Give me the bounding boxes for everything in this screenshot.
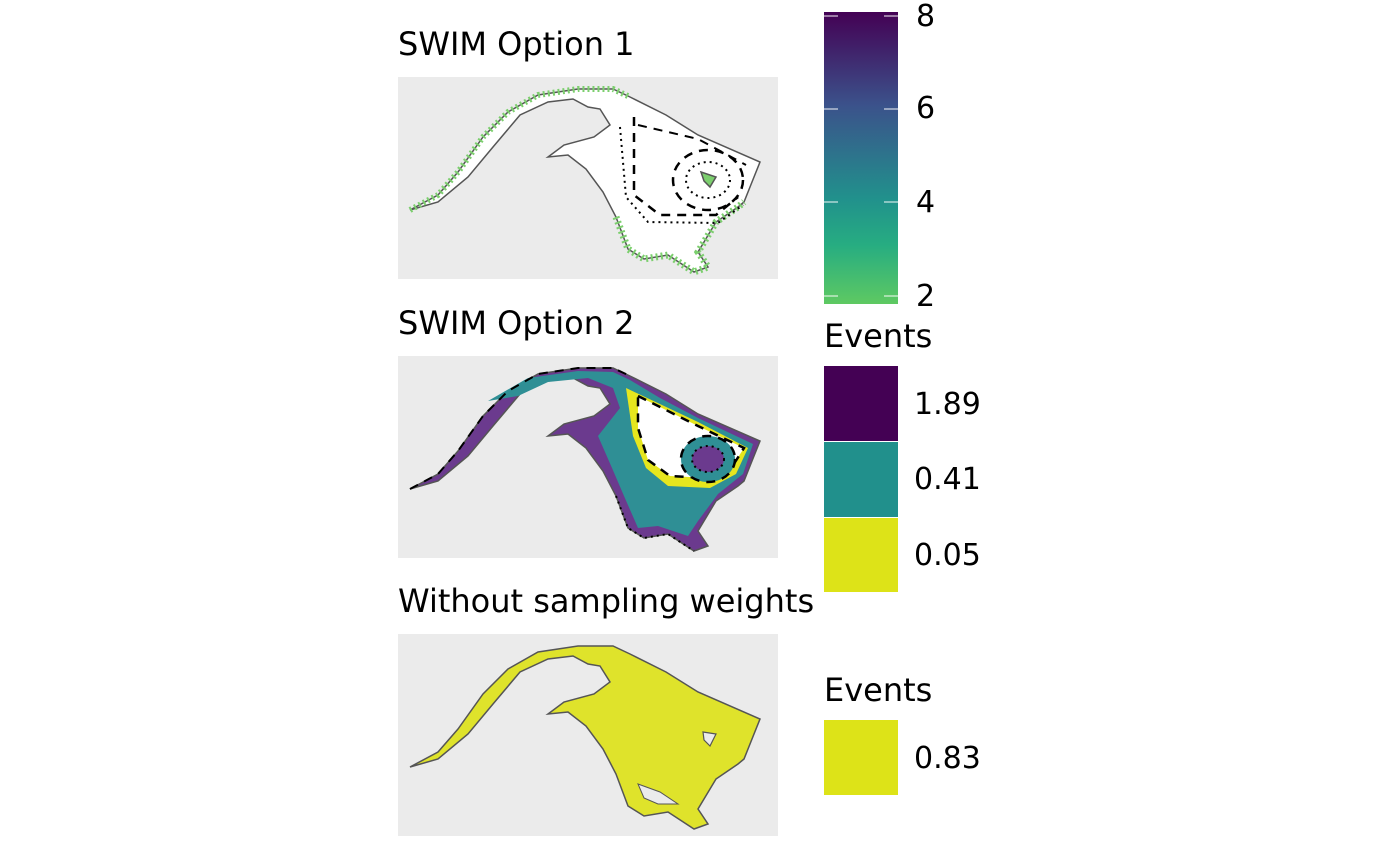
map-panel-option1	[398, 77, 778, 279]
panel-title-option1: SWIM Option 1	[398, 25, 635, 63]
panel-title-uniform: Without sampling weights	[398, 582, 815, 620]
colorbar	[824, 12, 898, 304]
panel-title-option2: SWIM Option 2	[398, 304, 635, 342]
legend-title-option2: Events	[824, 317, 933, 355]
study-area-uniform	[409, 645, 761, 830]
colorbar-tick: 8	[916, 0, 936, 34]
legend-swatch	[824, 518, 898, 592]
colorbar-tick: 2	[916, 279, 936, 314]
map-uniform	[409, 645, 761, 830]
study-area-weights	[408, 86, 761, 276]
map-panel-option2	[398, 356, 778, 558]
legend-label: 0.41	[914, 462, 981, 497]
legend-label: 0.83	[914, 741, 981, 776]
legend-label: 0.05	[914, 538, 981, 573]
legend-swatch	[824, 366, 898, 441]
legend-label: 1.89	[914, 387, 981, 422]
colorbar-gradient	[824, 12, 898, 304]
study-area-bands	[409, 367, 761, 552]
colorbar-tick: 6	[916, 91, 936, 126]
legend-swatch	[824, 442, 898, 517]
map-option1	[408, 86, 761, 276]
legend-swatch	[824, 720, 898, 795]
map-panel-uniform	[398, 634, 778, 836]
legend-title-uniform: Events	[824, 671, 933, 709]
map-option2	[409, 367, 761, 552]
colorbar-tick: 4	[916, 185, 936, 220]
